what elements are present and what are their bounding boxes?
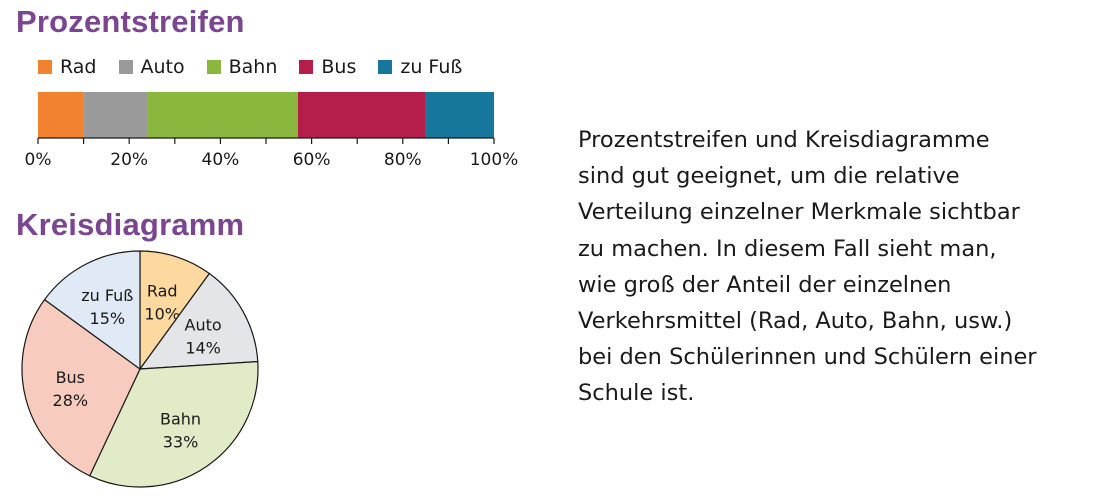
pie-label-percent: 14% bbox=[185, 338, 221, 357]
pie-label-percent: 10% bbox=[144, 305, 180, 324]
legend-item-bus: Bus bbox=[299, 56, 356, 78]
legend-item-rad: Rad bbox=[38, 56, 97, 78]
pie-label-category: Auto bbox=[185, 315, 222, 334]
description-text: Prozentstreifen und Kreisdiagramme sind g… bbox=[578, 122, 1108, 412]
description-line: sind gut geeignet, um die relative bbox=[578, 163, 960, 190]
pie-chart-title: Kreisdiagramm bbox=[16, 207, 245, 242]
legend-swatch bbox=[38, 60, 52, 74]
pie-label-category: zu Fuß bbox=[81, 286, 133, 305]
strip-segment-zu-fuss bbox=[425, 92, 494, 138]
strip-tick-label: 60% bbox=[293, 150, 331, 170]
pie-slice-bus bbox=[21, 299, 141, 477]
description-line: wie groß der Anteil der einzelnen bbox=[578, 271, 952, 298]
legend-item-auto: Auto bbox=[118, 56, 185, 78]
legend-item-zu-fuss: zu Fuß bbox=[378, 56, 462, 78]
description-line: Verkehrsmittel (Rad, Auto, Bahn, usw.) bbox=[578, 308, 1013, 335]
strip-tick-label: 20% bbox=[110, 150, 148, 170]
pie-slice-bahn bbox=[89, 360, 259, 488]
legend-swatch bbox=[118, 60, 133, 74]
description-line: Prozentstreifen und Kreisdiagramme bbox=[578, 127, 990, 153]
strip-segment-bahn bbox=[147, 92, 298, 138]
pie-label-category: Rad bbox=[147, 282, 178, 301]
strip-segment-bus bbox=[297, 92, 426, 138]
legend-swatch bbox=[378, 60, 393, 74]
description-line: Verteilung einzelner Merkmale sichtbar bbox=[578, 199, 1020, 226]
pie-slice-auto bbox=[139, 272, 259, 370]
strip-tick-label: 100% bbox=[470, 150, 519, 170]
strip-segment-rad bbox=[38, 92, 84, 138]
legend-label: zu Fuß bbox=[400, 56, 463, 78]
pie-label-category: Bus bbox=[56, 368, 85, 387]
description-line: bei den Schülerinnen und Schülern einer bbox=[578, 344, 1037, 371]
legend-swatch bbox=[206, 60, 221, 74]
pie-label-percent: 28% bbox=[53, 391, 89, 410]
legend-label: Bahn bbox=[228, 56, 278, 78]
strip-segment-auto bbox=[83, 92, 148, 138]
strip-chart-title: Prozentstreifen bbox=[16, 4, 245, 39]
description-line: Schule ist. bbox=[578, 380, 695, 407]
pie-chart: Rad 10% Auto 14% Bahn 33% Bus 28% zu Fuß 15% bbox=[21, 250, 259, 488]
pie-label-category: Bahn bbox=[160, 410, 201, 429]
legend-label: Auto bbox=[140, 56, 185, 78]
pie-label-percent: 15% bbox=[90, 309, 126, 328]
strip-legend: Rad Auto Bahn Bus zu Fuß bbox=[38, 56, 484, 78]
pie-label-percent: 33% bbox=[163, 433, 199, 452]
strip-tick-label: 0% bbox=[25, 150, 52, 170]
pie-slice-zu-fuss bbox=[43, 250, 141, 370]
legend-label: Bus bbox=[321, 56, 357, 78]
legend-label: Rad bbox=[60, 56, 97, 78]
legend-swatch bbox=[299, 60, 314, 74]
legend-item-bahn: Bahn bbox=[206, 56, 278, 78]
pie-slice-rad bbox=[139, 250, 210, 370]
strip-tick-label: 40% bbox=[202, 150, 240, 170]
description-line: zu machen. In diesem Fall sieht man, bbox=[578, 235, 997, 262]
percent-strip-chart: 0% 20% 40% 60% 80% 100% bbox=[25, 92, 519, 170]
strip-tick-label: 80% bbox=[384, 150, 422, 170]
